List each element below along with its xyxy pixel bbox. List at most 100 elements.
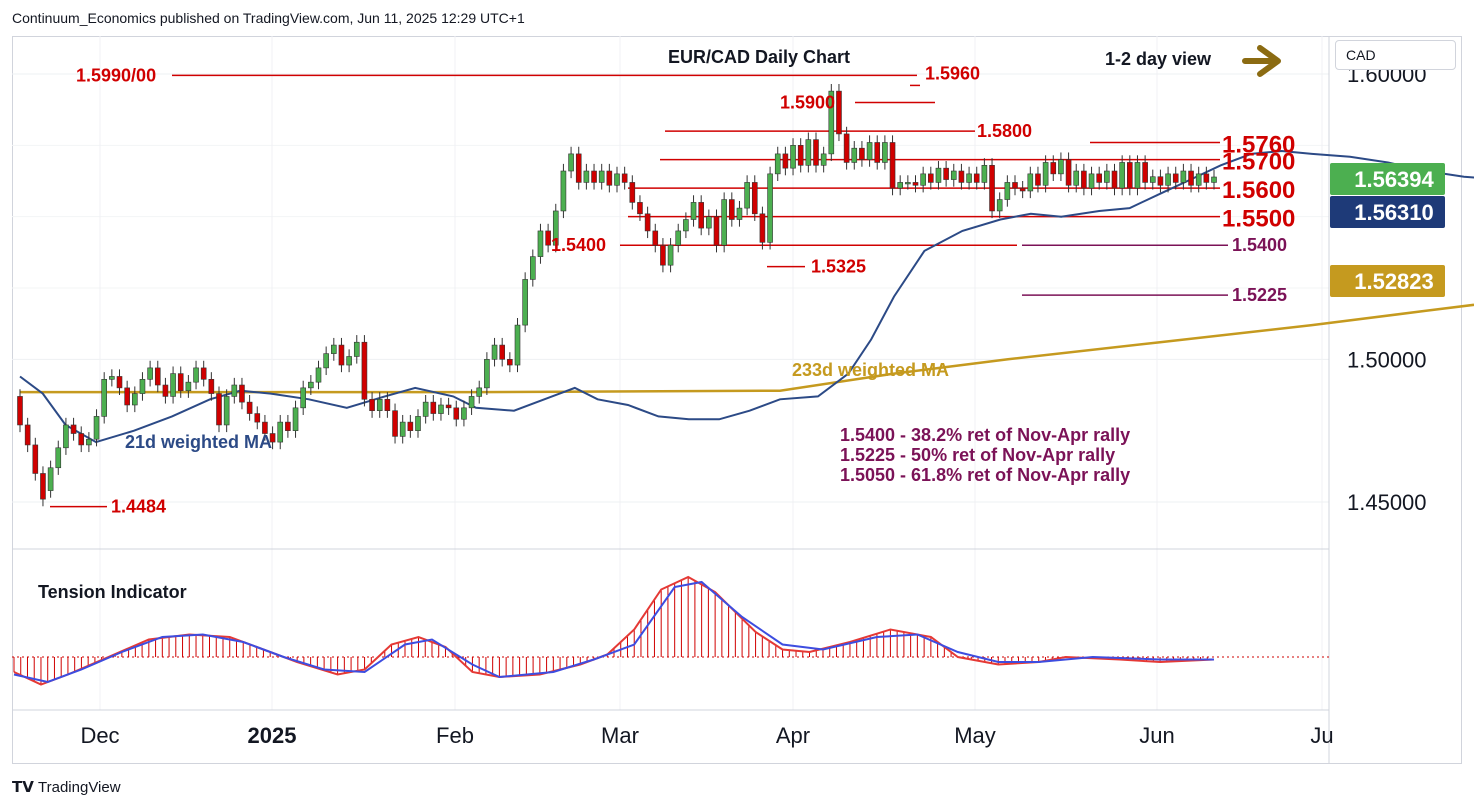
candle-down xyxy=(262,421,268,434)
candle-down xyxy=(200,367,207,380)
candle-down xyxy=(1096,173,1102,183)
tension-label: Tension Indicator xyxy=(38,582,187,602)
candle-down xyxy=(40,473,46,500)
level-label-15990: 1.5990/00 xyxy=(76,65,156,85)
x-tick-label: Feb xyxy=(436,723,474,748)
view-label: 1-2 day view xyxy=(1105,49,1212,69)
candle-down xyxy=(254,413,261,423)
candle-up xyxy=(193,367,199,383)
candle-up xyxy=(399,421,406,437)
candle-up xyxy=(132,393,138,406)
retrace-note: 1.5225 - 50% ret of Nov-Apr rally xyxy=(840,445,1115,465)
candle-down xyxy=(369,398,375,411)
tension-indicator xyxy=(12,575,1329,686)
level-label-15800: 1.5800 xyxy=(977,121,1032,141)
level-label-15960: 1.5960 xyxy=(925,63,980,83)
candle-up xyxy=(774,153,781,175)
candle-up xyxy=(920,173,926,186)
level-label-15400: 1.5400 xyxy=(551,235,606,255)
candle-up xyxy=(744,182,750,209)
candle-up xyxy=(331,344,337,354)
candle-down xyxy=(239,384,245,403)
ma233-badge-bg xyxy=(1330,265,1445,297)
candle-up xyxy=(1211,176,1217,183)
tension-blue-line xyxy=(13,580,1214,684)
candle-down xyxy=(989,165,995,212)
candle-up xyxy=(277,421,284,443)
chart-title: EUR/CAD Daily Chart xyxy=(668,47,850,67)
candle-down xyxy=(154,367,161,386)
candle-down xyxy=(813,139,819,166)
candle-down xyxy=(660,244,666,266)
candle-up xyxy=(185,381,192,392)
candle-up xyxy=(292,407,299,431)
x-tick-label: Ju xyxy=(1310,723,1333,748)
candle-up xyxy=(1149,176,1156,183)
candle-up xyxy=(667,244,674,266)
candle-up xyxy=(1073,170,1080,186)
candle-down xyxy=(507,359,513,366)
candle-up xyxy=(93,416,100,440)
candle-up xyxy=(522,279,528,326)
candle-up xyxy=(484,359,490,389)
candle-down xyxy=(874,142,881,163)
candle-down xyxy=(384,398,391,411)
candle-up xyxy=(1195,173,1202,186)
candle-up xyxy=(438,404,444,414)
candle-up xyxy=(55,447,62,469)
candle-up xyxy=(568,153,574,172)
candle-down xyxy=(797,145,804,166)
candle-up xyxy=(1058,159,1064,175)
retrace-note: 1.5400 - 38.2% ret of Nov-Apr rally xyxy=(840,425,1130,445)
candle-down xyxy=(1142,162,1148,183)
candle-down xyxy=(836,90,842,135)
candle-up xyxy=(767,173,773,243)
candle-down xyxy=(958,170,965,183)
retrace-label-15400: 1.5400 xyxy=(1232,235,1287,255)
candle-up xyxy=(897,182,903,189)
candle-up xyxy=(468,396,475,409)
candle-up xyxy=(315,367,322,383)
candle-up xyxy=(966,173,972,183)
candle-up xyxy=(820,153,827,166)
candle-down xyxy=(751,182,758,215)
candle-down xyxy=(713,216,720,246)
candle-up xyxy=(598,170,605,183)
annotations: 1.5990/00 1.59601.59001.58001.57601.57001… xyxy=(38,45,1295,602)
candle-up xyxy=(300,387,306,409)
x-tick-label: 2025 xyxy=(248,723,297,748)
candle-up xyxy=(461,407,467,420)
candle-down xyxy=(1065,159,1072,186)
candle-down xyxy=(637,202,643,215)
ma21-label: 21d weighted MA xyxy=(125,432,272,452)
tradingview-logo[interactable]: 𝗧𝗩 TradingView xyxy=(12,778,121,796)
candle-down xyxy=(1157,176,1164,186)
candle-up xyxy=(147,367,153,380)
candle-down xyxy=(621,173,628,183)
candle-down xyxy=(24,424,31,446)
candle-down xyxy=(124,387,130,406)
level-label-15900: 1.5900 xyxy=(780,93,835,113)
candle-up xyxy=(422,401,429,417)
candle-down xyxy=(1035,173,1041,186)
candle-down xyxy=(1012,182,1018,189)
currency-selector[interactable]: CAD xyxy=(1335,40,1456,70)
candle-down xyxy=(116,376,123,389)
candle-down xyxy=(575,153,582,183)
candle-up xyxy=(353,341,360,357)
candle-down xyxy=(1111,170,1118,189)
candle-down xyxy=(177,373,184,392)
candle-up xyxy=(109,376,115,380)
candle-down xyxy=(889,142,896,189)
candle-up xyxy=(721,199,727,246)
last-price-badge: 1.56394 xyxy=(1354,167,1434,192)
candle-up xyxy=(736,207,743,220)
level-label-14484: 1.4484 xyxy=(111,497,166,517)
candle-down xyxy=(1172,173,1179,183)
ma21-line xyxy=(19,149,1474,444)
candle-down xyxy=(652,230,659,246)
candle-up xyxy=(981,165,988,183)
candle-up xyxy=(1004,182,1011,200)
candle-up xyxy=(323,353,329,369)
